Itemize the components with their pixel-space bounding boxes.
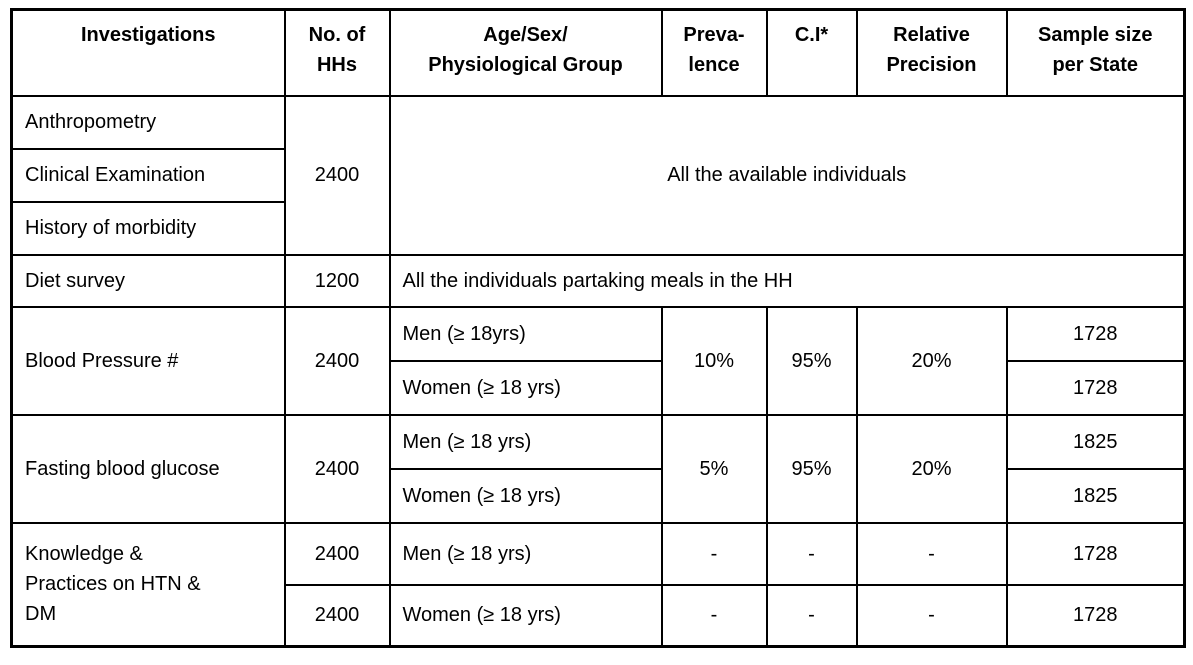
cell-bp-women-sample: 1728 [1005,359,1186,416]
cell-fbg-hhs: 2400 [283,413,391,524]
cell-bp-men-group: Men (≥ 18yrs) [388,305,663,362]
cell-fbg-prevalence: 5% [660,413,768,524]
cell-knowledge-men-relative-precision: - [855,521,1008,586]
cell-knowledge-women-group: Women (≥ 18 yrs) [388,583,663,648]
header-investigations: Investigations [10,8,286,97]
cell-knowledge-women-prevalence: - [660,583,768,648]
cell-bp-ci: 95% [765,305,858,416]
cell-knowledge-men-group: Men (≥ 18 yrs) [388,521,663,586]
table-row: Women (≥ 18 yrs) 1825 [12,467,1186,524]
table-row: Clinical Examination [10,147,1185,203]
cell-bp-hhs: 2400 [283,305,391,416]
cell-fbg-women-sample: 1825 [1005,467,1186,524]
cell-bp-women-group: Women (≥ 18 yrs) [388,359,663,416]
table-row: Diet survey 1200 All the individuals par… [10,253,1186,308]
header-no-of-hhs: No. of HHs [283,8,391,97]
cell-knowledge-women-sample: 1728 [1005,583,1186,648]
sampling-methodology-table: Investigations No. of HHs Age/Sex/ Physi… [10,8,1186,648]
table-row: Blood Pressure # 2400 Men (≥ 18yrs) 10% … [10,305,1186,416]
cell-investigation-knowledge-practices: Knowledge & Practices on HTN & DM [10,521,286,648]
cell-knowledge-men-prevalence: - [660,521,768,586]
cell-knowledge-men-ci: - [765,521,858,586]
table-row: History of morbidity [10,200,1185,256]
cell-investigation-blood-pressure: Blood Pressure # [10,305,286,416]
table-row: Knowledge & Practices on HTN & DM 2400 M… [10,521,1186,648]
table-row: Fasting blood glucose 2400 Men (≥ 18 yrs… [10,413,1186,524]
table-row: Women (≥ 18 yrs) 1728 [12,359,1186,416]
cell-anthro-group: All the available individuals [388,94,1186,256]
header-prevalence: Preva- lence [660,8,768,97]
header-sample-size-per-state: Sample size per State [1005,8,1186,97]
cell-fbg-women-group: Women (≥ 18 yrs) [388,467,663,524]
cell-bp-relative-precision: 20% [855,305,1008,416]
table-header-row: Investigations No. of HHs Age/Sex/ Physi… [10,8,1186,97]
cell-diet-hhs: 1200 [283,253,391,308]
cell-investigation-diet-survey: Diet survey [10,253,286,308]
header-ci: C.I* [765,8,858,97]
header-relative-precision: Relative Precision [855,8,1008,97]
cell-investigation-clinical-examination: Clinical Examination [10,147,286,203]
cell-investigation-history-of-morbidity: History of morbidity [10,200,286,256]
cell-bp-prevalence: 10% [660,305,768,416]
cell-fbg-ci: 95% [765,413,858,524]
cell-knowledge-men-hhs: 2400 [283,521,391,586]
cell-fbg-relative-precision: 20% [855,413,1008,524]
cell-fbg-men-sample: 1825 [1005,413,1186,470]
table-row: Anthropometry 2400 All the available ind… [10,94,1186,256]
cell-anthro-hhs: 2400 [283,94,391,256]
cell-knowledge-women-relative-precision: - [855,583,1008,648]
cell-bp-men-sample: 1728 [1005,305,1186,362]
cell-diet-group: All the individuals partaking meals in t… [388,253,1186,308]
cell-knowledge-women-hhs: 2400 [283,583,391,648]
header-age-sex-group: Age/Sex/ Physiological Group [388,8,663,97]
cell-knowledge-women-ci: - [765,583,858,648]
cell-fbg-men-group: Men (≥ 18 yrs) [388,413,663,470]
cell-investigation-anthropometry: Anthropometry [10,94,286,150]
cell-investigation-fasting-blood-glucose: Fasting blood glucose [10,413,286,524]
cell-knowledge-men-sample: 1728 [1005,521,1186,586]
table-row: 2400 Women (≥ 18 yrs) - - - 1728 [12,583,1186,648]
